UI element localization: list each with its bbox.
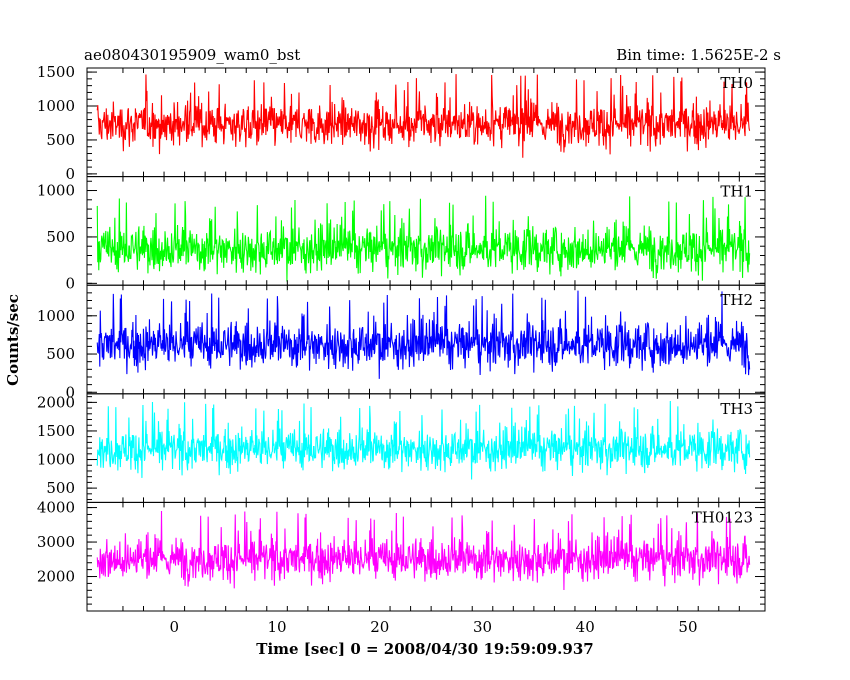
y-tick-label: 4000 <box>37 499 75 517</box>
series-label: TH1 <box>720 183 753 201</box>
y-tick-label: 1500 <box>37 63 75 81</box>
y-tick-label: 0 <box>65 274 75 292</box>
y-tick-label: 2000 <box>37 568 75 586</box>
x-tick-label: 30 <box>473 618 492 636</box>
y-tick-label: 1000 <box>37 451 75 469</box>
y-tick-label: 500 <box>46 345 75 363</box>
y-tick-label: 500 <box>46 228 75 246</box>
panel-th2: 0 500 1000 TH2 <box>37 284 766 401</box>
x-tick-label: 0 <box>170 618 180 636</box>
panel-th0: 0 500 1000 1500 TH0 <box>37 63 766 183</box>
bin-time-label: Bin time: 1.5625E-2 s <box>616 46 781 64</box>
series-th0 <box>96 74 751 158</box>
x-axis-label: Time [sec] 0 = 2008/04/30 19:59:09.937 <box>256 640 593 658</box>
series-th3 <box>96 401 751 480</box>
panel-th0123: 2000 3000 4000 TH0123 <box>37 499 766 612</box>
x-tick-label: 50 <box>678 618 697 636</box>
y-tick-label: 1000 <box>37 307 75 325</box>
x-tick-label: 10 <box>267 618 286 636</box>
series-th0123 <box>96 511 751 590</box>
series-th2 <box>96 290 751 379</box>
series-label: TH0123 <box>692 508 753 526</box>
y-axis-label: Counts/sec <box>4 294 22 386</box>
x-tick-label: 20 <box>370 618 389 636</box>
x-tick-label: 40 <box>576 618 595 636</box>
x-axis: 0 10 20 30 40 50 <box>170 618 698 636</box>
chart-title: ae080430195909_wam0_bst <box>84 46 300 64</box>
y-tick-label: 500 <box>46 131 75 149</box>
y-tick-label: 3000 <box>37 533 75 551</box>
series-label: TH0 <box>720 74 753 92</box>
y-tick-label: 1000 <box>37 97 75 115</box>
y-tick-label: 2000 <box>37 393 75 411</box>
panel-frame <box>86 501 766 612</box>
y-tick-label: 0 <box>65 383 75 401</box>
panel-stack: 0 500 1000 1500 TH0 0 500 1000 TH1 0 500 1000 TH2 500… <box>37 63 766 612</box>
panel-th3: 500 1000 1500 2000 TH3 <box>37 393 766 503</box>
y-tick-label: 1000 <box>37 182 75 200</box>
y-tick-label: 0 <box>65 165 75 183</box>
panel-th1: 0 500 1000 TH1 <box>37 176 766 292</box>
y-tick-label: 1500 <box>37 422 75 440</box>
series-label: TH2 <box>720 291 753 309</box>
y-tick-label: 500 <box>46 479 75 497</box>
series-th1 <box>96 195 751 282</box>
series-label: TH3 <box>720 400 753 418</box>
